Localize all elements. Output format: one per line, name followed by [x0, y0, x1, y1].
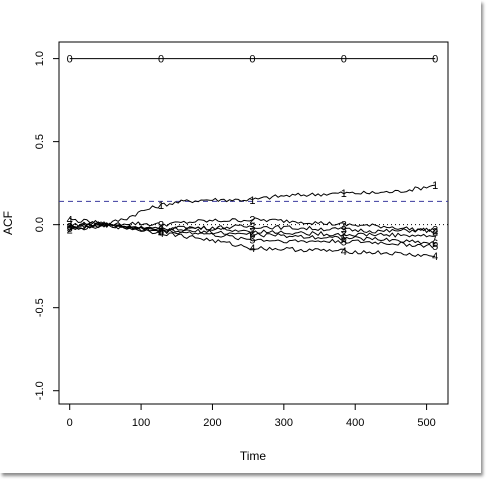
series-6-marker: 6: [432, 238, 438, 250]
series-2-marker: 2: [432, 226, 438, 238]
series-6-marker: 6: [249, 230, 255, 242]
series-4-marker: 4: [67, 215, 73, 227]
series-5-marker: 5: [341, 236, 347, 248]
series-5-marker: 5: [67, 223, 73, 235]
series-2-line: [69, 217, 436, 234]
series-0-marker: 0: [158, 54, 164, 66]
x-tick-label: 300: [275, 417, 293, 429]
series-7-line: [69, 221, 436, 238]
series-5-marker: 5: [158, 226, 164, 238]
series-0-marker: 0: [249, 54, 255, 66]
x-axis-label: Time: [240, 449, 267, 463]
chart-frame: 0 100 200 300 400 500 -1.0 -0.5 0.0 0.5 1.0 0 0 0 0 0 1…: [1, 41, 449, 463]
series-1-marker: 1: [432, 180, 438, 192]
series-4-marker: 4: [249, 243, 255, 255]
series-1-marker: 1: [158, 200, 164, 212]
series-3-marker: 3: [158, 225, 164, 237]
series-6-marker: 6: [341, 233, 347, 245]
series-2-marker: 2: [158, 220, 164, 232]
y-tick-label: -0.5: [34, 298, 46, 317]
series-3-marker: 3: [67, 221, 73, 233]
series-7-marker: 7: [67, 220, 73, 232]
y-axis-label: ACF: [1, 211, 15, 235]
series-1-marker: 1: [249, 195, 255, 207]
y-tick-label: 1.0: [34, 51, 46, 66]
y-tick-label: 0.0: [34, 217, 46, 232]
series-1-marker: 1: [341, 188, 347, 200]
series-3-line: [69, 223, 436, 234]
series-7-marker: 7: [432, 231, 438, 243]
series-6-marker: 6: [158, 226, 164, 238]
series-5-line: [69, 222, 436, 249]
axes-layer: 0 100 200 300 400 500-1.0-0.50.00.51.0: [34, 51, 436, 429]
series-7-marker: 7: [341, 230, 347, 242]
series-3-marker: 3: [341, 225, 347, 237]
series-4-marker: 4: [432, 251, 438, 263]
y-tick-label: 0.5: [34, 134, 46, 149]
x-tick-label: 100: [132, 417, 150, 429]
series-2-marker: 2: [67, 225, 73, 237]
series-2-marker: 2: [249, 215, 255, 227]
series-5-marker: 5: [432, 241, 438, 253]
series-4-line: [69, 217, 436, 258]
series-4-marker: 4: [158, 228, 164, 240]
series-1-line: [69, 184, 436, 230]
series-0-marker: 0: [432, 54, 438, 66]
y-tick-label: -1.0: [34, 381, 46, 400]
series-0-marker: 0: [341, 54, 347, 66]
x-tick-label: 200: [203, 417, 221, 429]
series-7-marker: 7: [158, 223, 164, 235]
x-tick-label: 0: [67, 417, 73, 429]
series-3-marker: 3: [432, 225, 438, 237]
acf-chart: 0 100 200 300 400 500 -1.0 -0.5 0.0 0.5 1.0 0 0 0 0 0 1…: [1, 41, 449, 463]
x-tick-label: 400: [346, 417, 364, 429]
plot-area-box: [58, 41, 449, 405]
series-7-marker: 7: [249, 226, 255, 238]
series-2-marker: 2: [341, 220, 347, 232]
series-3-marker: 3: [249, 221, 255, 233]
reference-lines: [59, 200, 448, 226]
series-0-marker: 0: [67, 54, 73, 66]
series-6-marker: 6: [67, 221, 73, 233]
series-4-marker: 4: [341, 246, 347, 258]
series-5-marker: 5: [249, 235, 255, 247]
x-tick-label: 500: [417, 417, 435, 429]
